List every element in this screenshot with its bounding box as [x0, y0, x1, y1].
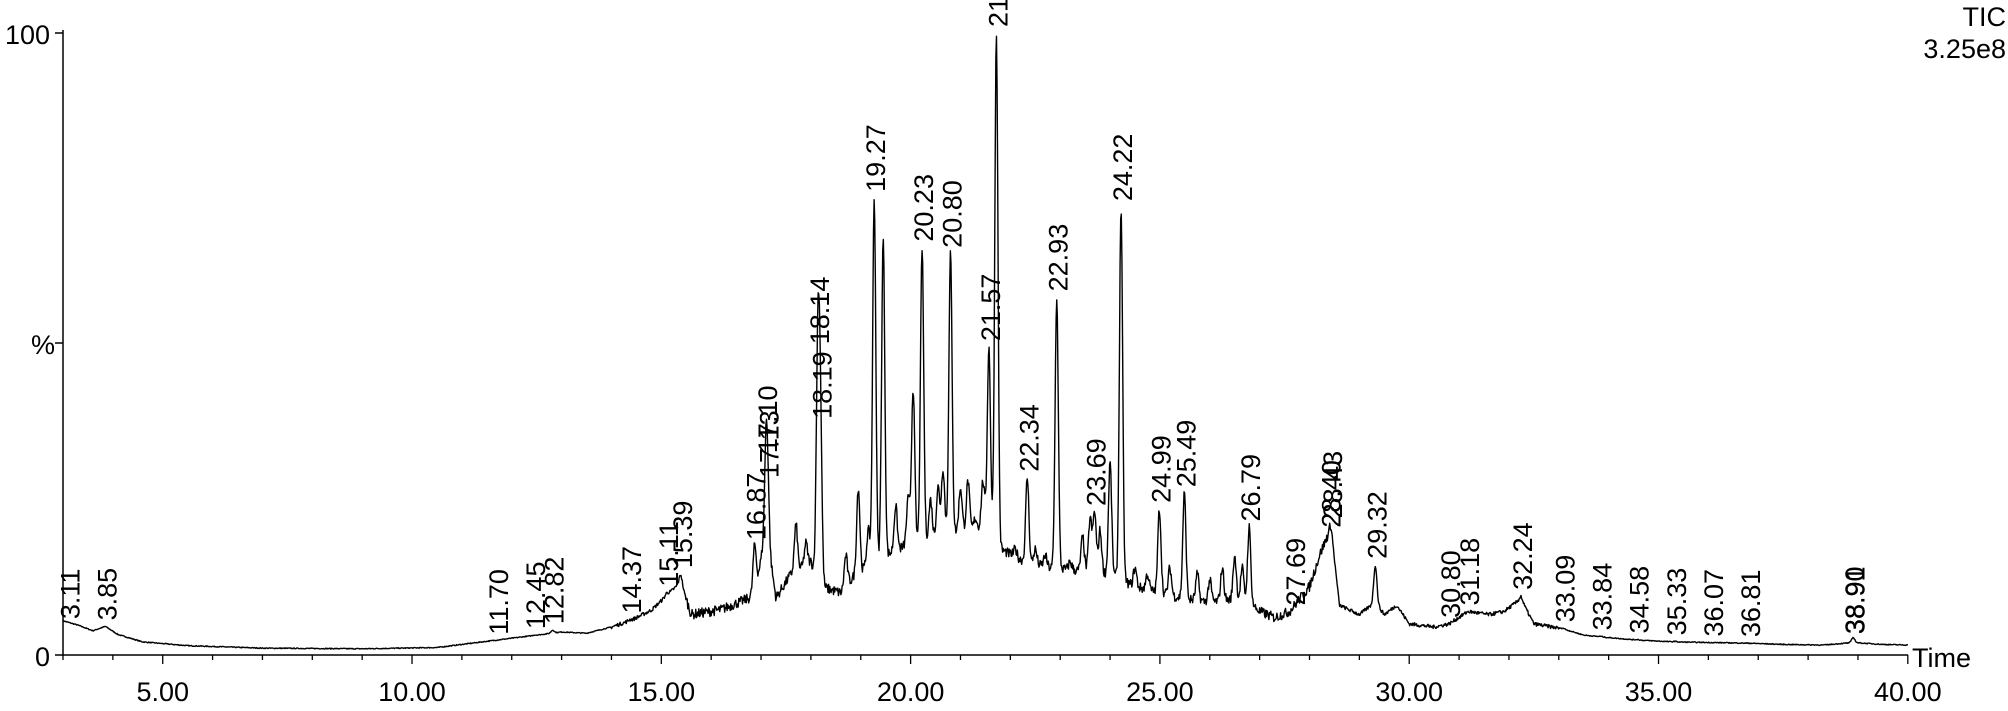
peak-label: 18.19: [807, 351, 837, 419]
peak-label: 33.09: [1550, 555, 1580, 623]
peak-label: 38.90: [1840, 566, 1870, 634]
peak-label: 17.10: [753, 385, 783, 453]
trace-info: TIC 3.25e8: [1923, 2, 2006, 64]
y-axis: 100 % 0: [5, 20, 64, 672]
peak-label: 17.13: [755, 410, 785, 478]
peak-label: 15.39: [668, 501, 698, 569]
trace-name: TIC: [1963, 2, 2007, 32]
x-tick-label: 25.00: [1126, 677, 1194, 707]
x-tick-label: 5.00: [136, 677, 189, 707]
peak-label: 28.43: [1318, 451, 1348, 519]
peak-label: 38.91: [1840, 566, 1870, 634]
peak-label: 33.84: [1588, 563, 1618, 631]
peak-label: 21.72: [983, 0, 1013, 27]
x-tick-label: 10.00: [378, 677, 446, 707]
peak-label: 12.45: [521, 562, 551, 630]
peak-label: 12.82: [540, 557, 570, 625]
x-axis-label: Time: [1912, 643, 1971, 673]
peak-label: 28.40: [1316, 460, 1346, 528]
y-axis-label: %: [31, 330, 55, 360]
peak-label: 30.80: [1436, 550, 1466, 618]
peak-label: 22.34: [1014, 404, 1044, 472]
peak-label: 24.22: [1108, 134, 1138, 202]
tic-trace: [62, 35, 1909, 650]
peak-label: 3.85: [92, 568, 122, 621]
x-tick-label: 35.00: [1625, 677, 1693, 707]
peak-label: 31.18: [1455, 538, 1485, 606]
peak-label: 22.93: [1044, 224, 1074, 292]
peak-label: 23.69: [1082, 438, 1112, 506]
peak-label: 25.49: [1171, 420, 1201, 488]
peak-label: 36.81: [1736, 570, 1766, 638]
peak-label: 21.57: [976, 274, 1006, 342]
peak-label: 27.69: [1281, 538, 1311, 606]
peak-label: 18.14: [805, 277, 835, 345]
x-tick-label: 15.00: [628, 677, 696, 707]
x-tick-label: 30.00: [1375, 677, 1443, 707]
peak-label: 35.33: [1662, 568, 1692, 636]
x-tick-label: 20.00: [877, 677, 945, 707]
peak-label: 24.99: [1146, 435, 1176, 503]
x-tick-label: 40.00: [1874, 677, 1942, 707]
peak-label: 29.32: [1362, 491, 1392, 559]
peak-label: 20.23: [909, 174, 939, 242]
intensity-scale: 3.25e8: [1923, 34, 2006, 64]
x-axis-ticks: 5.00 10.00 15.00 20.00 25.00 30.00 35.00 40.00: [62, 655, 1942, 707]
peak-label: 16.87: [742, 473, 772, 541]
x-axis: 5.00 10.00 15.00 20.00 25.00 30.00 35.00 40.00 …: [62, 643, 1971, 707]
peak-label: 3.11: [55, 569, 85, 620]
peak-label: 15.11: [654, 521, 684, 587]
peak-label: 14.37: [617, 546, 647, 614]
peak-label: 34.58: [1625, 566, 1655, 634]
peak-label: 11.70: [484, 569, 514, 635]
peak-label: 36.07: [1699, 569, 1729, 637]
peak-label: 19.27: [861, 124, 891, 192]
peak-label: 20.80: [938, 180, 968, 248]
peak-label: 26.79: [1236, 454, 1266, 522]
y-tick-label-100: 100: [5, 20, 50, 50]
y-tick-label-0: 0: [35, 642, 50, 672]
peak-label: 32.24: [1508, 522, 1538, 590]
